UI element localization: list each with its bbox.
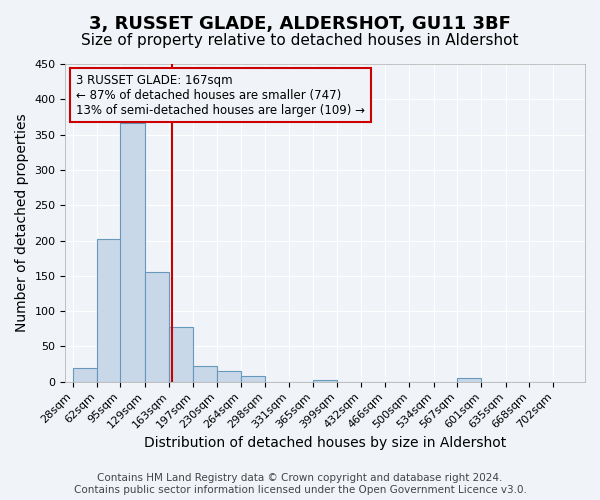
Bar [457,378,481,382]
Text: Contains HM Land Registry data © Crown copyright and database right 2024.
Contai: Contains HM Land Registry data © Crown c… [74,474,526,495]
Bar [121,122,145,382]
Text: 3, RUSSET GLADE, ALDERSHOT, GU11 3BF: 3, RUSSET GLADE, ALDERSHOT, GU11 3BF [89,15,511,33]
X-axis label: Distribution of detached houses by size in Aldershot: Distribution of detached houses by size … [144,436,506,450]
Bar [241,376,265,382]
Bar [193,366,217,382]
Bar [73,368,97,382]
Bar [313,380,337,382]
Text: Size of property relative to detached houses in Aldershot: Size of property relative to detached ho… [81,32,519,48]
Text: 3 RUSSET GLADE: 167sqm
← 87% of detached houses are smaller (747)
13% of semi-de: 3 RUSSET GLADE: 167sqm ← 87% of detached… [76,74,365,116]
Bar [97,239,121,382]
Y-axis label: Number of detached properties: Number of detached properties [15,114,29,332]
Bar [217,371,241,382]
Bar [145,272,169,382]
Bar [169,326,193,382]
